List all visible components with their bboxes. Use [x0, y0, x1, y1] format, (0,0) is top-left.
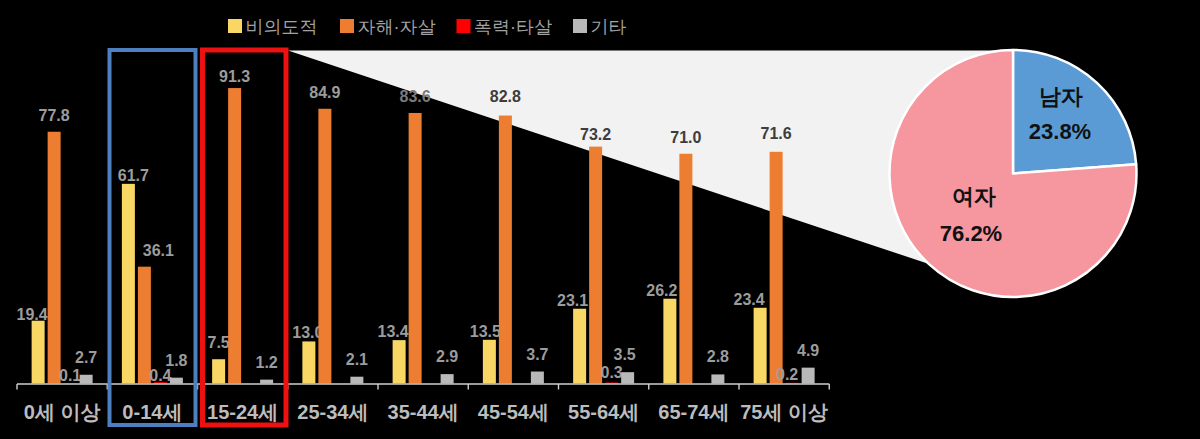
bar-label-selfharm-5: 82.8	[490, 88, 521, 105]
bar-label-violence-8: 0.2	[776, 366, 798, 383]
bar-other-5	[531, 372, 544, 384]
bar-selfharm-7	[679, 154, 692, 384]
legend-swatch-3	[573, 19, 587, 33]
axis-label-5: 45-54세	[478, 401, 549, 423]
bar-label-unintentional-5: 13.5	[470, 323, 501, 340]
bar-other-8	[802, 368, 815, 384]
bar-selfharm-4	[409, 113, 422, 384]
bar-label-selfharm-6: 73.2	[580, 126, 611, 143]
legend-swatch-1	[340, 19, 354, 33]
bar-other-1	[170, 378, 183, 384]
bar-other-3	[350, 377, 363, 384]
bar-unintentional-1	[122, 184, 135, 384]
axis-label-7: 65-74세	[658, 401, 729, 423]
bar-label-violence-0: 0.1	[59, 367, 81, 384]
bar-label-selfharm-0: 77.8	[39, 107, 70, 124]
bar-other-2	[260, 380, 273, 384]
bar-other-0	[80, 375, 93, 384]
legend-swatch-0	[228, 19, 242, 33]
bar-label-selfharm-7: 71.0	[670, 129, 701, 146]
bar-label-other-1: 1.8	[165, 352, 187, 369]
bar-label-other-7: 2.8	[707, 348, 729, 365]
bar-label-unintentional-7: 26.2	[646, 282, 677, 299]
legend-label-1: 자해·자살	[358, 17, 436, 37]
bar-label-unintentional-4: 13.4	[378, 323, 409, 340]
bar-other-6	[621, 372, 634, 383]
legend-label-2: 폭력·타살	[474, 17, 552, 37]
bar-selfharm-2	[228, 88, 241, 383]
bar-selfharm-0	[48, 132, 61, 384]
bar-unintentional-7	[663, 299, 676, 384]
slide-background: 비의도적 자해·자살 폭력·타살 기타 19.4 77.8 0.12.7 0세 이상 61.7 3…	[0, 0, 1200, 439]
bar-label-violence-1: 0.4	[149, 367, 171, 384]
axis-label-6: 55-64세	[568, 401, 639, 423]
bar-label-other-8: 4.9	[797, 342, 819, 359]
pie-value-0: 23.8%	[1029, 119, 1091, 144]
bar-other-4	[441, 374, 454, 383]
bar-unintentional-3	[302, 341, 315, 383]
bar-unintentional-2	[212, 359, 225, 383]
bar-label-other-3: 2.1	[346, 351, 368, 368]
axis-label-8: 75세 이상	[740, 401, 828, 423]
bar-selfharm-6	[589, 147, 602, 384]
bar-selfharm-5	[499, 116, 512, 384]
axis-label-0: 0세 이상	[24, 401, 101, 423]
bar-label-other-5: 3.7	[526, 346, 548, 363]
axis-label-1: 0-14세	[122, 401, 182, 423]
legend-label-3: 기타	[591, 17, 627, 37]
bar-label-selfharm-4: 83.6	[400, 88, 431, 105]
bar-label-unintentional-6: 23.1	[557, 292, 588, 309]
bar-unintentional-5	[483, 340, 496, 384]
pie-label-1: 여자	[952, 184, 996, 209]
axis-label-4: 35-44세	[388, 401, 459, 423]
legend-swatch-2	[457, 19, 471, 33]
bar-label-other-0: 2.7	[75, 349, 97, 366]
pie-slice-male	[1013, 50, 1136, 174]
axis-label-3: 25-34세	[297, 401, 368, 423]
bar-label-violence-6: 0.3	[601, 364, 623, 381]
bar-label-unintentional-8: 23.4	[734, 291, 765, 308]
bar-selfharm-3	[318, 109, 331, 384]
pie-label-0: 남자	[1039, 84, 1083, 109]
bar-label-selfharm-8: 71.6	[761, 125, 792, 142]
bar-unintentional-8	[754, 308, 767, 384]
bar-label-other-4: 2.9	[436, 348, 458, 365]
bar-unintentional-6	[573, 309, 586, 384]
axis-label-2: 15-24세	[207, 401, 278, 423]
bar-unintentional-0	[32, 321, 45, 384]
bar-label-unintentional-2: 7.5	[208, 334, 230, 351]
bar-label-selfharm-2: 91.3	[219, 68, 250, 85]
bar-label-unintentional-1: 61.7	[118, 167, 149, 184]
chart-canvas: 비의도적 자해·자살 폭력·타살 기타 19.4 77.8 0.12.7 0세 이상 61.7 3…	[0, 0, 1200, 439]
bar-label-selfharm-3: 84.9	[309, 84, 340, 101]
bar-label-other-2: 1.2	[256, 354, 278, 371]
bar-label-selfharm-1: 36.1	[143, 242, 174, 259]
bar-unintentional-4	[393, 340, 406, 383]
pie-value-1: 76.2%	[940, 221, 1002, 246]
bar-label-other-6: 3.5	[614, 346, 636, 363]
legend-label-0: 비의도적	[246, 17, 318, 37]
bar-other-7	[711, 374, 724, 383]
bar-label-unintentional-0: 19.4	[17, 306, 48, 323]
bar-selfharm-8	[770, 152, 783, 384]
